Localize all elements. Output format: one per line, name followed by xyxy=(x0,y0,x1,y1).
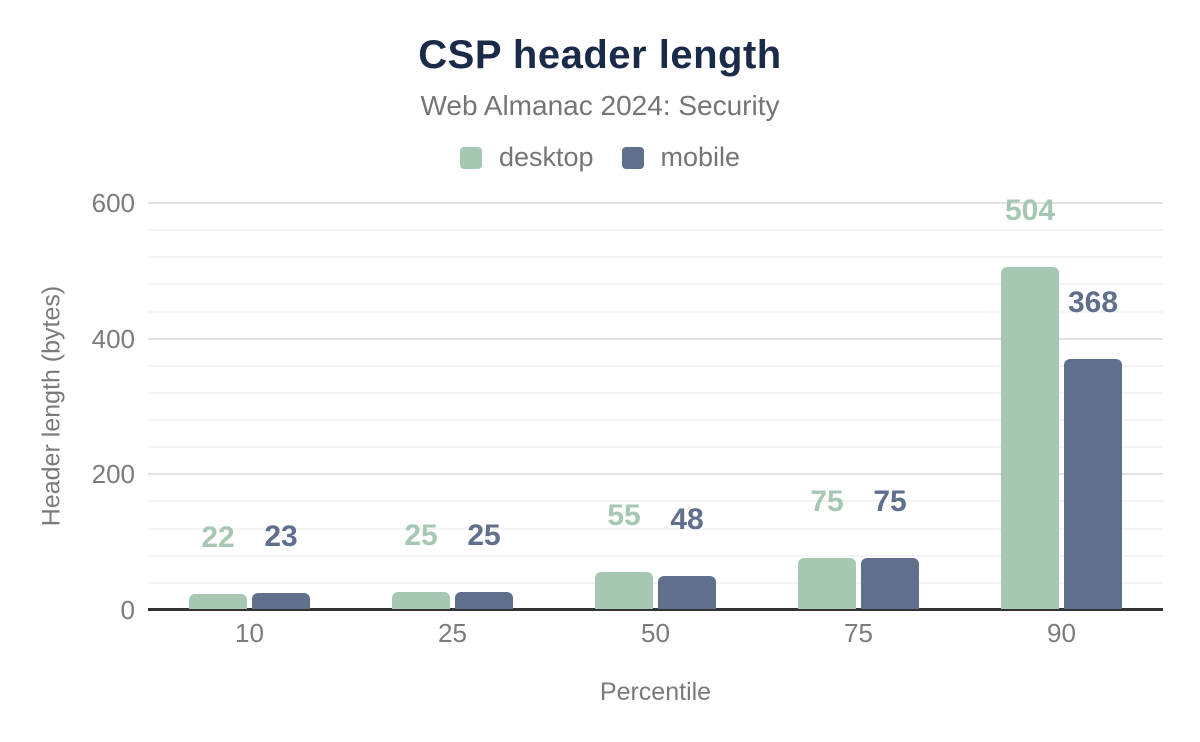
x-axis-title: Percentile xyxy=(599,678,712,706)
legend-item-mobile[interactable]: mobile xyxy=(621,142,741,173)
gridline-minor-40 xyxy=(148,581,1163,584)
x-tick-label-25: 25 xyxy=(438,618,467,648)
bar-value-label-mobile-p25: 25 xyxy=(467,519,501,553)
gridline-minor-320 xyxy=(148,391,1163,394)
bar-value-label-mobile-p75: 75 xyxy=(873,485,907,519)
legend-label-desktop: desktop xyxy=(498,142,594,172)
gridline-minor-560 xyxy=(148,229,1163,232)
bar-mobile-p50[interactable] xyxy=(658,576,716,609)
y-tick-label-200: 200 xyxy=(91,459,135,490)
bar-value-label-desktop-p50: 55 xyxy=(607,498,641,532)
chart-title: CSP header length xyxy=(418,33,782,77)
bar-desktop-p25[interactable] xyxy=(392,592,450,609)
bar-desktop-p10[interactable] xyxy=(189,594,247,609)
gridline-minor-360 xyxy=(148,364,1163,367)
gridline-minor-80 xyxy=(148,554,1163,557)
bar-desktop-p90[interactable] xyxy=(1001,267,1059,609)
gridline-major-600 xyxy=(148,202,1163,204)
bar-desktop-p50[interactable] xyxy=(595,571,653,609)
mobile-series-swatch-icon xyxy=(621,146,644,169)
desktop-series-swatch-icon xyxy=(459,146,482,169)
bar-value-label-mobile-p50: 48 xyxy=(670,503,704,537)
bar-value-label-desktop-p25: 25 xyxy=(404,519,438,553)
y-tick-label-600: 600 xyxy=(91,188,135,218)
bar-mobile-p25[interactable] xyxy=(455,592,513,609)
legend-label-mobile: mobile xyxy=(660,142,741,172)
gridline-major-400 xyxy=(148,337,1163,340)
gridline-minor-480 xyxy=(148,283,1163,286)
bar-value-label-mobile-p90: 368 xyxy=(1067,286,1119,320)
gridline-minor-240 xyxy=(148,446,1163,449)
gridline-major-200 xyxy=(148,473,1163,476)
y-tick-label-0: 0 xyxy=(120,595,135,625)
plot-area: 22 23 25 25 55 48 75 75 504 368 xyxy=(148,194,1163,611)
y-tick-label-400: 400 xyxy=(91,323,135,354)
x-tick-label-90: 90 xyxy=(1047,618,1076,648)
bar-desktop-p75[interactable] xyxy=(798,558,856,609)
legend-item-desktop[interactable]: desktop xyxy=(459,142,594,173)
x-tick-label-75: 75 xyxy=(844,618,873,648)
gridline-minor-440 xyxy=(148,310,1163,313)
y-axis-title: Header length (bytes) xyxy=(37,285,66,527)
bar-value-label-desktop-p75: 75 xyxy=(810,485,844,519)
bar-value-label-desktop-p10: 22 xyxy=(201,521,235,555)
bar-mobile-p75[interactable] xyxy=(861,558,919,609)
bar-mobile-p90[interactable] xyxy=(1064,359,1122,609)
gridline-minor-160 xyxy=(148,500,1163,503)
x-axis-line xyxy=(148,608,1163,611)
bar-mobile-p10[interactable] xyxy=(252,593,310,609)
gridline-minor-520 xyxy=(148,256,1163,259)
gridline-minor-120 xyxy=(148,527,1163,530)
x-tick-label-10: 10 xyxy=(235,618,264,648)
x-tick-label-50: 50 xyxy=(641,618,670,648)
bar-value-label-mobile-p10: 23 xyxy=(264,520,298,554)
chart-subtitle: Web Almanac 2024: Security xyxy=(420,90,780,121)
gridline-minor-280 xyxy=(148,419,1163,422)
bar-value-label-desktop-p90: 504 xyxy=(1004,194,1056,228)
legend: desktop mobile xyxy=(0,142,1200,173)
